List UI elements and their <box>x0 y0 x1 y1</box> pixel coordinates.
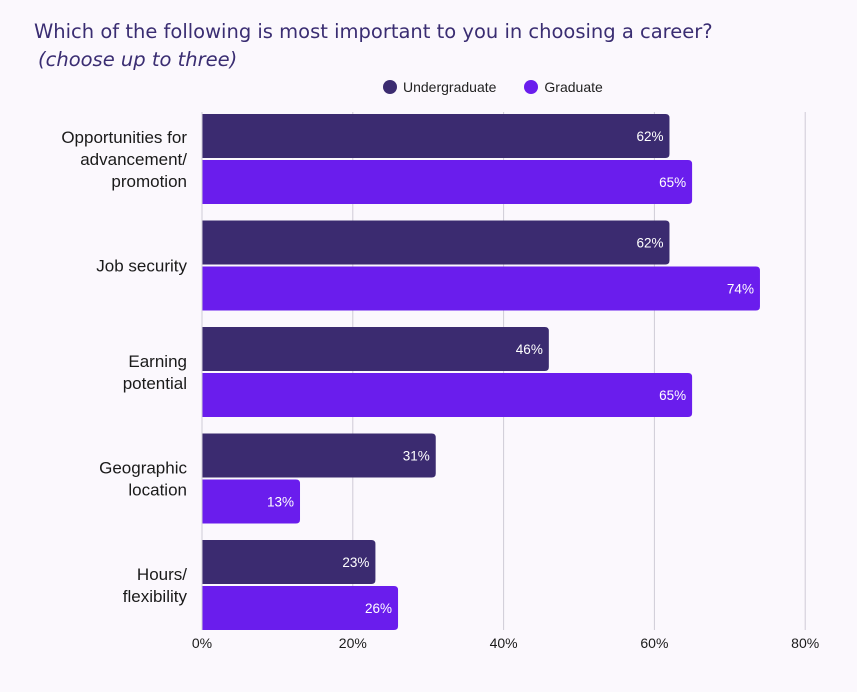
bar-graduate <box>202 479 301 524</box>
legend-swatch-undergraduate <box>383 80 397 94</box>
chart-title: Which of the following is most important… <box>34 18 834 74</box>
category-label: flexibility <box>123 587 188 606</box>
chart-subtitle: (choose up to three) <box>38 48 238 71</box>
category-label: promotion <box>111 172 187 191</box>
bar-graduate <box>202 160 693 204</box>
x-tick-label: 60% <box>640 635 668 651</box>
bar-value-label: 46% <box>516 342 543 357</box>
category-label: potential <box>123 374 187 393</box>
x-tick-label: 40% <box>490 635 518 651</box>
bar-value-label: 62% <box>636 129 663 144</box>
x-tick-label: 0% <box>192 635 212 651</box>
bar-value-label: 74% <box>727 282 754 297</box>
bar-value-label: 26% <box>365 601 392 616</box>
bar-value-label: 62% <box>636 236 663 251</box>
bar-undergraduate <box>202 433 436 478</box>
legend-label-graduate: Graduate <box>544 79 603 95</box>
bar-value-label: 65% <box>659 175 686 190</box>
category-label: advancement/ <box>80 150 187 169</box>
category-label: Hours/ <box>137 565 187 584</box>
category-label: location <box>128 481 187 500</box>
legend-label-undergraduate: Undergraduate <box>403 79 497 95</box>
chart-title-text: Which of the following is most important… <box>34 20 713 43</box>
bar-undergraduate <box>202 220 670 265</box>
category-label: Geographic <box>99 459 187 478</box>
legend: Undergraduate Graduate <box>383 78 631 96</box>
bar-graduate <box>202 373 693 417</box>
bar-value-label: 31% <box>403 449 430 464</box>
legend-item-undergraduate: Undergraduate <box>383 79 496 95</box>
bar-value-label: 65% <box>659 388 686 403</box>
category-label: Opportunities for <box>61 128 187 147</box>
legend-item-graduate: Graduate <box>524 79 603 95</box>
legend-swatch-graduate <box>524 80 539 94</box>
bar-value-label: 13% <box>267 495 294 510</box>
category-label: Job security <box>96 257 187 276</box>
bar-graduate <box>202 586 399 630</box>
category-label: Earning <box>128 352 187 371</box>
bar-value-label: 23% <box>342 555 369 570</box>
x-tick-label: 80% <box>791 635 819 651</box>
x-tick-label: 20% <box>339 635 367 651</box>
bar-undergraduate <box>202 114 670 158</box>
bar-undergraduate <box>202 540 376 584</box>
bar-graduate <box>202 266 760 311</box>
bar-undergraduate <box>202 327 549 371</box>
